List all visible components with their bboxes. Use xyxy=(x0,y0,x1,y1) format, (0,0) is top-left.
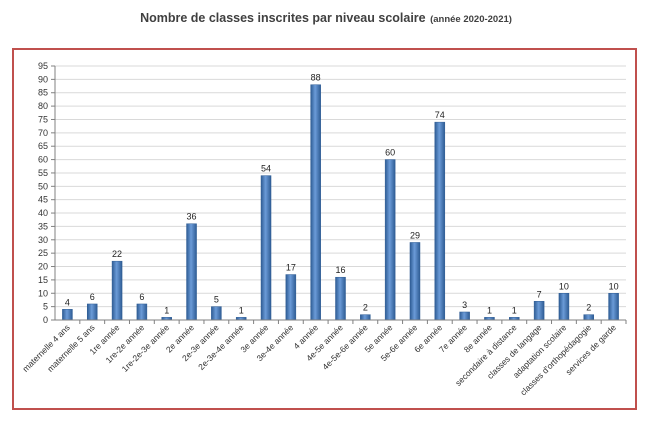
bar xyxy=(335,276,346,321)
bar xyxy=(583,314,595,321)
y-tick-label: 85 xyxy=(38,88,48,98)
data-label: 10 xyxy=(609,281,619,291)
data-label: 10 xyxy=(559,281,569,291)
data-label: 16 xyxy=(335,265,345,275)
data-label: 36 xyxy=(187,212,197,222)
y-tick-label: 60 xyxy=(38,155,48,165)
data-label: 1 xyxy=(512,305,517,315)
data-label: 6 xyxy=(90,292,95,302)
y-tick-label: 80 xyxy=(38,101,48,111)
bar xyxy=(136,303,148,321)
chart-title: Nombre de classes inscrites par niveau s… xyxy=(140,11,426,25)
bar xyxy=(310,84,321,321)
y-tick-label: 20 xyxy=(38,262,48,272)
y-tick-label: 45 xyxy=(38,195,48,205)
bar xyxy=(62,309,73,321)
chart-title-block: Nombre de classes inscrites par niveau s… xyxy=(0,9,652,27)
bar xyxy=(384,159,396,321)
data-label: 7 xyxy=(537,289,542,299)
data-label: 2 xyxy=(586,303,591,313)
data-label: 1 xyxy=(239,305,244,315)
chart-subtitle: (année 2020-2021) xyxy=(430,14,512,25)
data-label: 3 xyxy=(462,300,467,310)
y-tick-label: 90 xyxy=(38,74,48,84)
data-label: 60 xyxy=(385,148,395,158)
y-tick-label: 70 xyxy=(38,128,48,138)
data-label: 2 xyxy=(363,303,368,313)
y-tick-label: 55 xyxy=(38,168,48,178)
bar xyxy=(86,303,98,321)
data-label: 17 xyxy=(286,263,296,273)
data-label: 88 xyxy=(311,73,321,83)
data-label: 6 xyxy=(139,292,144,302)
y-tick-label: 30 xyxy=(38,235,48,245)
bar xyxy=(186,223,197,321)
y-tick-label: 15 xyxy=(38,275,48,285)
bar xyxy=(260,175,272,321)
y-tick-label: 75 xyxy=(38,114,48,124)
bar xyxy=(360,314,371,321)
y-tick-label: 25 xyxy=(38,248,48,258)
y-tick-label: 10 xyxy=(38,288,48,298)
data-label: 29 xyxy=(410,230,420,240)
data-label: 1 xyxy=(487,305,492,315)
bar xyxy=(533,301,545,321)
bar xyxy=(558,293,570,321)
y-tick-label: 5 xyxy=(43,302,48,312)
gridlines xyxy=(55,65,626,308)
bar xyxy=(409,242,421,321)
bar xyxy=(111,260,123,321)
bar xyxy=(211,306,222,321)
bar xyxy=(285,274,297,321)
bar xyxy=(608,293,619,321)
data-label: 5 xyxy=(214,295,219,305)
y-tick-label: 35 xyxy=(38,221,48,231)
y-tick-label: 95 xyxy=(38,61,48,71)
chart-frame xyxy=(12,48,637,410)
bar xyxy=(434,121,446,321)
y-axis: 0 5 10 15 20 25 30 35 40 45 50 55 60 65 70 75 80 85 90 95 xyxy=(38,61,56,325)
y-tick-label: 65 xyxy=(38,141,48,151)
data-label: 74 xyxy=(435,110,445,120)
data-label: 1 xyxy=(164,305,169,315)
y-tick-label: 40 xyxy=(38,208,48,218)
data-label: 22 xyxy=(112,249,122,259)
data-label: 4 xyxy=(65,297,70,307)
bar xyxy=(459,311,470,321)
y-tick-label: 50 xyxy=(38,181,48,191)
y-tick-label: 0 xyxy=(43,315,48,325)
data-label: 54 xyxy=(261,164,271,174)
